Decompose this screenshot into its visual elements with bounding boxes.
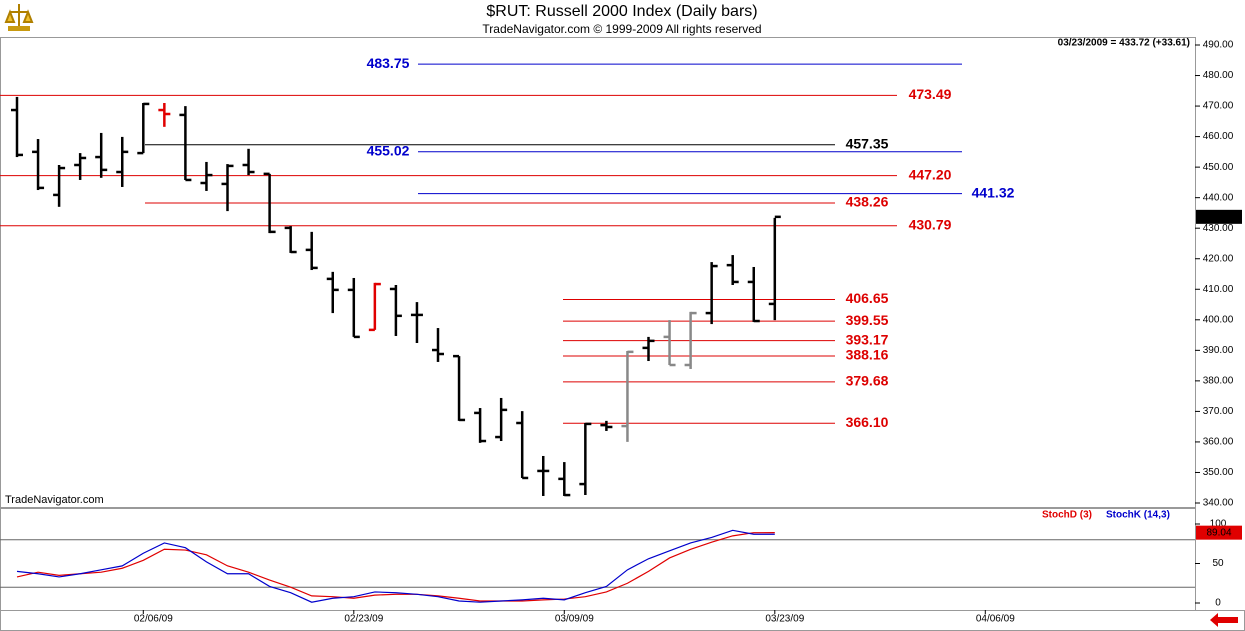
- x-tick-label: 04/06/09: [976, 614, 1015, 625]
- y-tick-label: 380.00: [1203, 376, 1234, 387]
- y-tick-label: 50: [1212, 558, 1224, 569]
- level-label: 388.16: [846, 347, 889, 363]
- y-tick-label: 370.00: [1203, 406, 1234, 417]
- y-tick-label: 420.00: [1203, 253, 1234, 264]
- header-quote: 03/23/2009 = 433.72 (+33.61): [1058, 38, 1190, 49]
- level-label: 441.32: [972, 184, 1015, 200]
- y-tick-label: 340.00: [1203, 498, 1234, 509]
- y-tick-label: 390.00: [1203, 345, 1234, 356]
- y-tick-label: 430.00: [1203, 223, 1234, 234]
- last-value-label: 89.04: [1206, 527, 1231, 538]
- level-label: 473.49: [909, 86, 952, 102]
- level-label: 447.20: [909, 166, 952, 182]
- level-label: 366.10: [846, 414, 889, 430]
- last-price-tag: [1196, 209, 1242, 224]
- level-label: 430.79: [909, 216, 952, 232]
- logo: [4, 4, 34, 31]
- level-label: 379.68: [846, 373, 889, 389]
- x-tick-label: 02/23/09: [344, 614, 383, 625]
- level-label: 399.55: [846, 312, 889, 328]
- level-label: 455.02: [367, 143, 410, 159]
- date-axis-strip: [0, 610, 1245, 631]
- y-tick-label: 490.00: [1203, 40, 1234, 51]
- watermark: TradeNavigator.com: [5, 494, 104, 506]
- stoch-line: [16, 529, 775, 603]
- y-tick-label: 100: [1210, 519, 1227, 530]
- legend-entry: StochD (3): [1042, 510, 1092, 521]
- scroll-arrow[interactable]: [1210, 613, 1238, 627]
- level-label: 406.65: [846, 290, 889, 306]
- legend-entry: StochK (14,3): [1106, 510, 1170, 521]
- stoch-panel: [0, 508, 1196, 611]
- y-tick-label: 410.00: [1203, 284, 1234, 295]
- y-tick-label: 0: [1215, 598, 1221, 609]
- last-price-label: 433.72: [1204, 211, 1235, 222]
- y-tick-label: 350.00: [1203, 467, 1234, 478]
- level-label: 393.17: [846, 331, 889, 347]
- level-label: 438.26: [846, 194, 889, 210]
- x-tick-label: 03/09/09: [555, 614, 594, 625]
- y-tick-label: 480.00: [1203, 70, 1234, 81]
- y-tick-label: 460.00: [1203, 131, 1234, 142]
- y-tick-label: 360.00: [1203, 437, 1234, 448]
- price-panel: [0, 37, 1196, 508]
- x-tick-label: 02/06/09: [134, 614, 173, 625]
- last-value-tag: [1196, 525, 1242, 540]
- x-tick-label: 03/23/09: [765, 614, 804, 625]
- stoch-line: [16, 532, 775, 602]
- chart-title: $RUT: Russell 2000 Index (Daily bars): [486, 3, 757, 20]
- chart-subtitle: TradeNavigator.com © 1999-2009 All right…: [482, 22, 761, 36]
- y-tick-label: 450.00: [1203, 162, 1234, 173]
- level-label: 483.75: [367, 55, 410, 71]
- y-tick-label: 440.00: [1203, 192, 1234, 203]
- y-tick-label: 470.00: [1203, 101, 1234, 112]
- y-tick-label: 400.00: [1203, 314, 1234, 325]
- level-label: 457.35: [846, 135, 889, 151]
